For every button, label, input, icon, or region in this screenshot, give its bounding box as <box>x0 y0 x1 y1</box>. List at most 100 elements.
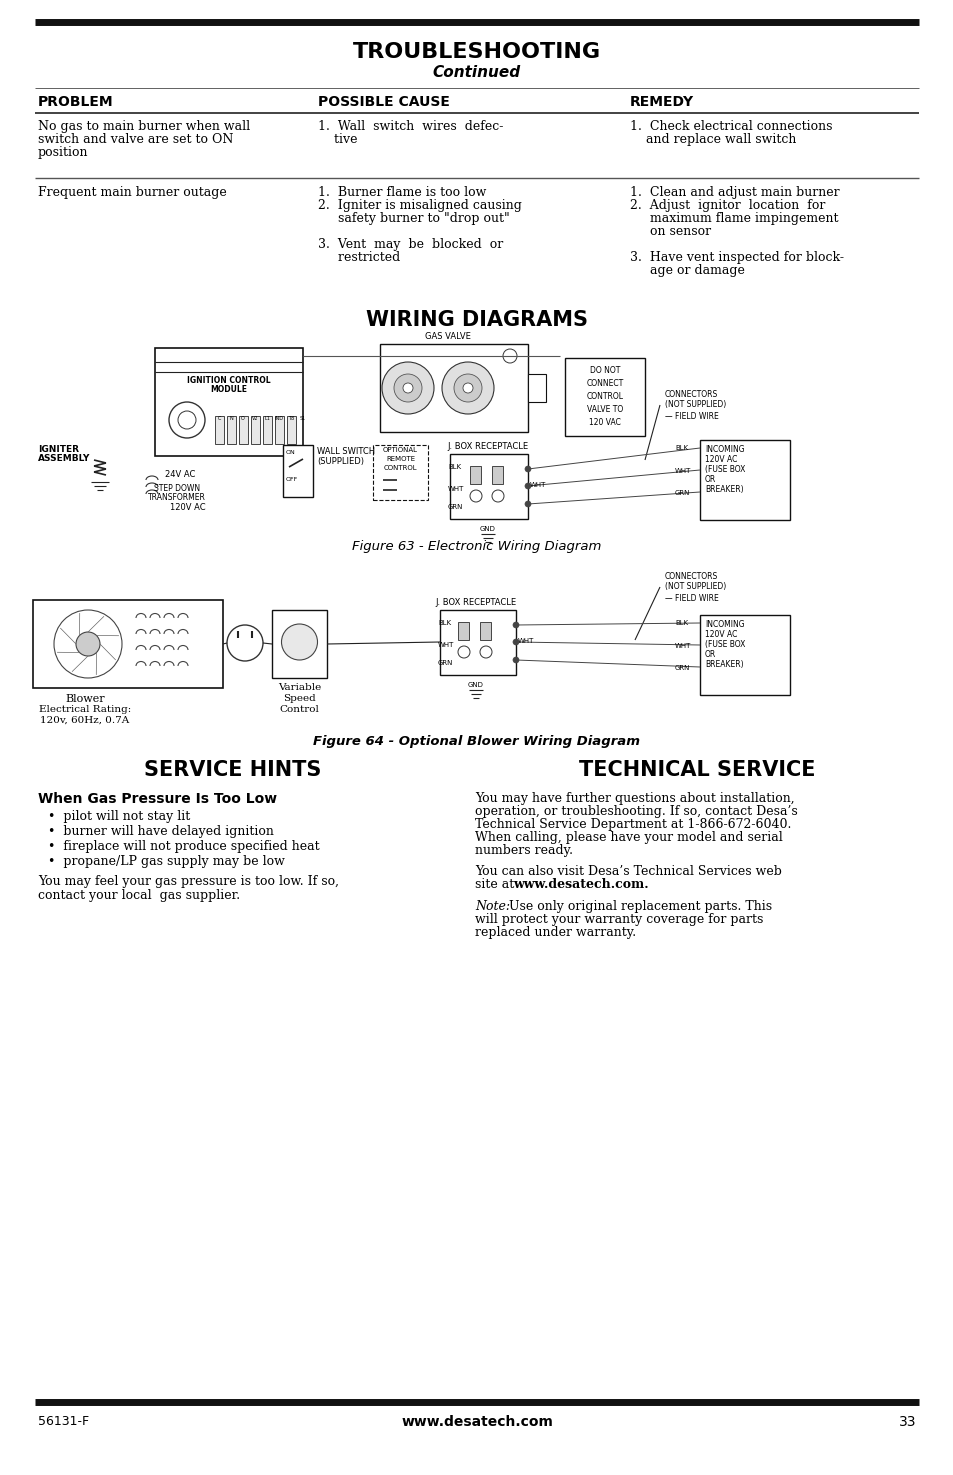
Bar <box>479 622 491 640</box>
Bar <box>214 416 224 444</box>
Circle shape <box>227 625 263 661</box>
Circle shape <box>524 466 531 472</box>
Text: N: N <box>229 416 233 420</box>
Text: (NOT SUPPLIED): (NOT SUPPLIED) <box>664 400 725 409</box>
Text: GND: GND <box>479 527 496 532</box>
Text: MODULE: MODULE <box>211 385 247 394</box>
Bar <box>492 466 502 484</box>
Text: 1.  Check electrical connections: 1. Check electrical connections <box>629 119 832 133</box>
Text: 120 VAC: 120 VAC <box>588 417 620 426</box>
Text: switch and valve are set to ON: switch and valve are set to ON <box>38 133 233 146</box>
Circle shape <box>394 375 421 403</box>
Text: Continued: Continued <box>433 65 520 80</box>
Text: DO NOT: DO NOT <box>589 366 619 375</box>
Text: INCOMING: INCOMING <box>704 620 744 628</box>
Bar <box>274 416 284 444</box>
Circle shape <box>178 412 195 429</box>
Text: GND: GND <box>468 681 483 687</box>
Text: TRANSFORMER: TRANSFORMER <box>148 493 206 502</box>
Text: GRN: GRN <box>437 659 453 667</box>
Text: safety burner to "drop out": safety burner to "drop out" <box>317 212 509 226</box>
Text: 120v, 60Hz, 0.7A: 120v, 60Hz, 0.7A <box>40 715 130 726</box>
Text: BREAKER): BREAKER) <box>704 485 742 494</box>
Text: BLK: BLK <box>437 620 451 625</box>
Text: OR: OR <box>704 475 716 484</box>
Text: GRN: GRN <box>675 490 690 496</box>
Text: POSSIBLE CAUSE: POSSIBLE CAUSE <box>317 94 450 109</box>
Text: GRN: GRN <box>448 504 463 510</box>
Circle shape <box>513 656 518 662</box>
Text: PROBLEM: PROBLEM <box>38 94 113 109</box>
Bar <box>439 611 516 676</box>
Text: (FUSE BOX: (FUSE BOX <box>704 465 744 473</box>
Text: GAS VALVE: GAS VALVE <box>425 332 471 341</box>
Text: CONNECTORS: CONNECTORS <box>664 389 718 400</box>
Text: You may have further questions about installation,: You may have further questions about ins… <box>475 792 794 805</box>
Text: CONNECT: CONNECT <box>586 379 623 388</box>
Text: Frequent main burner outage: Frequent main burner outage <box>38 186 227 199</box>
Text: INCOMING: INCOMING <box>704 445 744 454</box>
Text: GRN: GRN <box>675 665 690 671</box>
Text: — FIELD WIRE: — FIELD WIRE <box>664 594 718 603</box>
Text: 120V AC: 120V AC <box>704 630 737 639</box>
Text: 2.  Adjust  ignitor  location  for: 2. Adjust ignitor location for <box>629 199 824 212</box>
Text: CONTROL: CONTROL <box>383 465 416 471</box>
Text: Note:: Note: <box>475 900 510 913</box>
Circle shape <box>462 384 473 392</box>
Text: on sensor: on sensor <box>629 226 710 237</box>
Text: Use only original replacement parts. This: Use only original replacement parts. Thi… <box>504 900 771 913</box>
Text: BREAKER): BREAKER) <box>704 659 742 670</box>
Text: IGNITER: IGNITER <box>38 445 79 454</box>
Text: Speed: Speed <box>283 695 315 704</box>
Text: position: position <box>38 146 89 159</box>
Text: When Gas Pressure Is Too Low: When Gas Pressure Is Too Low <box>38 792 276 805</box>
Text: WHT: WHT <box>675 643 691 649</box>
Text: — FIELD WIRE: — FIELD WIRE <box>664 412 718 420</box>
Text: You can also visit Desa’s Technical Services web: You can also visit Desa’s Technical Serv… <box>475 864 781 878</box>
Bar <box>470 466 480 484</box>
Text: ASSEMBLY: ASSEMBLY <box>38 454 91 463</box>
Text: O: O <box>241 416 245 420</box>
Circle shape <box>441 361 494 414</box>
Bar <box>263 416 272 444</box>
Text: TECHNICAL SERVICE: TECHNICAL SERVICE <box>578 760 815 780</box>
Text: ON: ON <box>286 450 295 454</box>
Text: Control: Control <box>279 705 319 714</box>
Text: operation, or troubleshooting. If so, contact Desa’s: operation, or troubleshooting. If so, co… <box>475 805 797 819</box>
Text: L1: L1 <box>264 416 270 420</box>
Circle shape <box>524 502 531 507</box>
Text: 3.  Vent  may  be  blocked  or: 3. Vent may be blocked or <box>317 237 503 251</box>
Text: will protect your warranty coverage for parts: will protect your warranty coverage for … <box>475 913 762 926</box>
Circle shape <box>470 490 481 502</box>
Circle shape <box>513 639 518 645</box>
Text: V2: V2 <box>252 416 258 420</box>
Text: STEP DOWN: STEP DOWN <box>153 484 200 493</box>
Text: J. BOX RECEPTACLE: J. BOX RECEPTACLE <box>435 597 516 608</box>
Bar <box>287 416 295 444</box>
Text: (NOT SUPPLIED): (NOT SUPPLIED) <box>664 583 725 591</box>
Text: Blower: Blower <box>65 695 105 704</box>
Bar <box>239 416 248 444</box>
Text: numbers ready.: numbers ready. <box>475 844 573 857</box>
Text: 120V AC: 120V AC <box>170 503 206 512</box>
Text: REMEDY: REMEDY <box>629 94 694 109</box>
Bar <box>33 600 223 687</box>
Text: CONTROL: CONTROL <box>586 392 623 401</box>
Text: 2.  Igniter is misaligned causing: 2. Igniter is misaligned causing <box>317 199 521 212</box>
Text: C: C <box>217 416 220 420</box>
Text: 24V AC: 24V AC <box>165 471 195 479</box>
Text: Electrical Rating:: Electrical Rating: <box>39 705 131 714</box>
Text: No gas to main burner when wall: No gas to main burner when wall <box>38 119 250 133</box>
Text: TROUBLESHOOTING: TROUBLESHOOTING <box>353 41 600 62</box>
Bar <box>564 358 644 437</box>
Text: S1: S1 <box>299 416 306 420</box>
Text: 33: 33 <box>898 1415 915 1429</box>
Text: restricted: restricted <box>317 251 400 264</box>
Bar <box>450 454 527 519</box>
Text: •  fireplace will not produce specified heat: • fireplace will not produce specified h… <box>48 839 319 853</box>
Circle shape <box>457 646 470 658</box>
Bar <box>700 440 789 521</box>
Text: Figure 63 - Electronic Wiring Diagram: Figure 63 - Electronic Wiring Diagram <box>352 540 601 553</box>
Circle shape <box>402 384 413 392</box>
Circle shape <box>513 622 518 628</box>
